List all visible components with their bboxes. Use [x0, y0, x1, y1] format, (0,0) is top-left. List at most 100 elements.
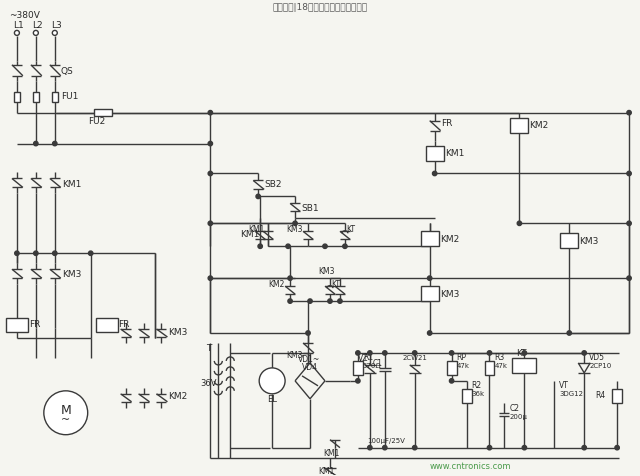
Text: KT: KT	[346, 224, 355, 233]
Text: www.cntronics.com: www.cntronics.com	[429, 461, 511, 470]
Text: KM1: KM1	[445, 149, 464, 158]
Text: 100μF/25V: 100μF/25V	[367, 437, 404, 443]
Bar	[447, 361, 456, 375]
Bar	[14, 92, 20, 102]
Circle shape	[627, 172, 631, 176]
Text: KM3: KM3	[168, 327, 188, 336]
Text: RP: RP	[456, 353, 467, 362]
Circle shape	[52, 142, 57, 147]
Circle shape	[208, 277, 212, 281]
Text: KT: KT	[516, 349, 527, 357]
Circle shape	[615, 446, 620, 450]
Circle shape	[338, 299, 342, 304]
Text: C1: C1	[373, 358, 383, 367]
Text: VZ: VZ	[358, 354, 369, 363]
Circle shape	[383, 351, 387, 356]
Text: 36V: 36V	[200, 378, 217, 387]
Text: KM3: KM3	[62, 269, 81, 278]
Text: 干货收藏|18种电动机降压启动电路图: 干货收藏|18种电动机降压启动电路图	[273, 3, 367, 12]
Circle shape	[433, 172, 437, 176]
Text: FU2: FU2	[88, 117, 105, 126]
Text: SB1: SB1	[301, 203, 319, 212]
Text: L1: L1	[13, 21, 24, 30]
Circle shape	[293, 222, 297, 226]
Bar	[353, 361, 363, 375]
Text: KM3: KM3	[318, 266, 335, 275]
Text: ~: ~	[61, 414, 70, 424]
Text: VD4: VD4	[302, 363, 318, 372]
Text: R1: R1	[363, 353, 373, 362]
Text: VT: VT	[559, 380, 569, 389]
Text: C2: C2	[509, 404, 520, 412]
Text: 3DG12: 3DG12	[559, 390, 583, 396]
Text: 47k: 47k	[456, 362, 470, 368]
Circle shape	[517, 222, 522, 226]
Circle shape	[34, 142, 38, 147]
Text: SB2: SB2	[264, 179, 282, 188]
Circle shape	[487, 351, 492, 356]
Text: T: T	[206, 344, 212, 353]
Text: 570Ω: 570Ω	[363, 362, 381, 368]
Bar	[484, 361, 495, 375]
Circle shape	[428, 331, 432, 336]
Circle shape	[367, 351, 372, 356]
Text: KM1: KM1	[318, 466, 334, 475]
Text: 47k: 47k	[495, 362, 508, 368]
Circle shape	[582, 351, 586, 356]
Text: R3: R3	[495, 353, 505, 362]
Bar	[426, 146, 444, 161]
Circle shape	[15, 31, 19, 36]
Bar	[511, 119, 529, 133]
Text: KM1: KM1	[248, 224, 264, 233]
Circle shape	[208, 111, 212, 116]
Text: KM1: KM1	[323, 448, 339, 457]
Text: QS: QS	[61, 67, 74, 76]
Bar	[612, 389, 622, 403]
Circle shape	[258, 245, 262, 249]
Bar	[95, 318, 118, 332]
Text: FU1: FU1	[61, 92, 78, 101]
Circle shape	[256, 195, 260, 199]
Text: KM3: KM3	[286, 351, 303, 360]
Circle shape	[367, 446, 372, 450]
Text: VD1~: VD1~	[298, 355, 320, 364]
Text: R2: R2	[472, 380, 482, 389]
Circle shape	[449, 351, 454, 356]
Circle shape	[208, 172, 212, 176]
Circle shape	[34, 251, 38, 256]
Text: 2CP10: 2CP10	[589, 362, 611, 368]
Bar	[420, 287, 438, 301]
Text: FR: FR	[118, 319, 130, 328]
Circle shape	[567, 331, 572, 336]
Text: KT: KT	[331, 279, 340, 288]
Circle shape	[413, 446, 417, 450]
Circle shape	[323, 245, 327, 249]
Text: EL: EL	[267, 395, 277, 404]
Text: 200μ: 200μ	[509, 413, 527, 419]
Circle shape	[52, 31, 58, 36]
Text: KM2: KM2	[440, 234, 459, 243]
Text: FR: FR	[29, 319, 40, 328]
Bar	[420, 232, 438, 247]
Bar	[52, 92, 58, 102]
Circle shape	[356, 379, 360, 383]
Circle shape	[286, 245, 291, 249]
Circle shape	[487, 446, 492, 450]
Text: L3: L3	[51, 21, 61, 30]
Circle shape	[15, 251, 19, 256]
Circle shape	[383, 446, 387, 450]
Text: L2: L2	[32, 21, 42, 30]
Circle shape	[208, 222, 212, 226]
Text: VD5: VD5	[589, 353, 605, 362]
Circle shape	[308, 299, 312, 304]
Text: KM3: KM3	[579, 236, 598, 245]
Text: FR: FR	[440, 119, 452, 128]
Circle shape	[522, 446, 527, 450]
Circle shape	[356, 351, 360, 356]
Text: KM2: KM2	[168, 391, 188, 400]
Circle shape	[288, 299, 292, 304]
Circle shape	[449, 379, 454, 383]
Text: KM1: KM1	[62, 179, 81, 188]
Circle shape	[259, 368, 285, 394]
Text: KM2: KM2	[529, 121, 548, 130]
